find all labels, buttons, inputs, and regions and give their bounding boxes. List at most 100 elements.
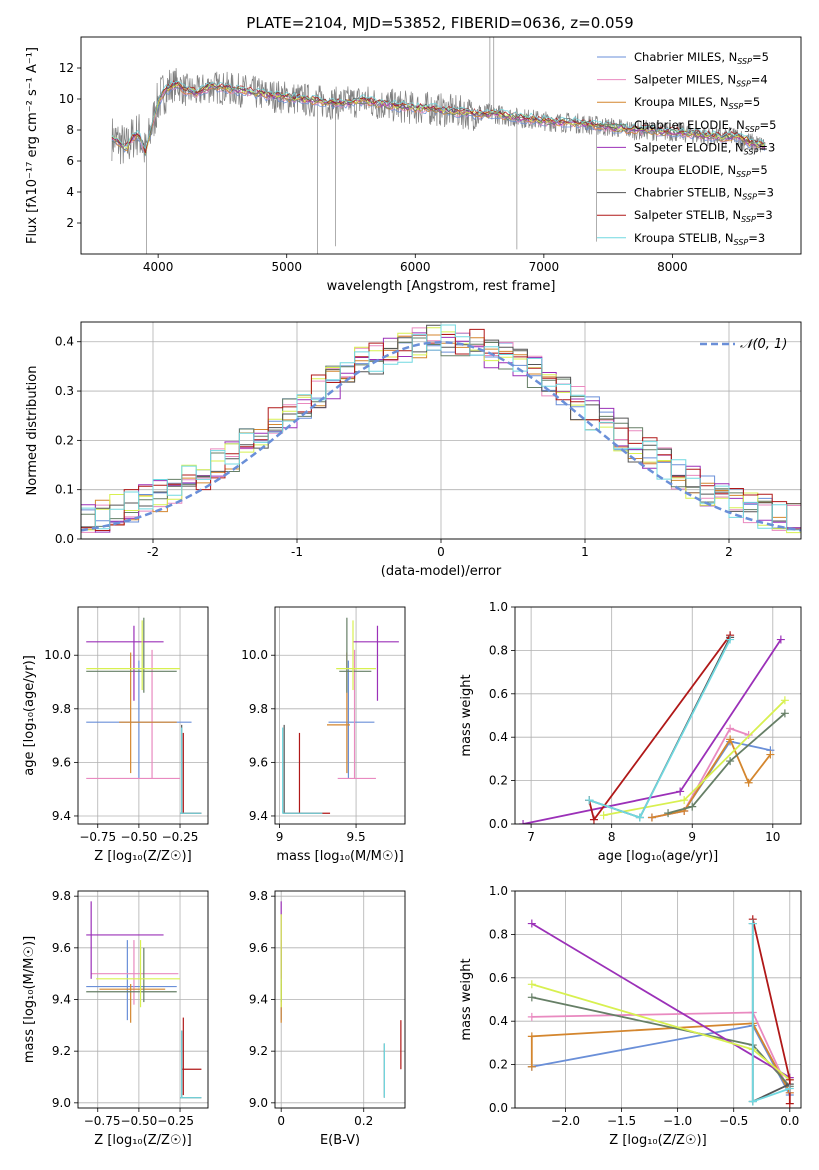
legend-entry: 𝒩(0, 1) xyxy=(740,337,787,352)
x-tick-label: −2.0 xyxy=(551,1114,580,1128)
y-tick-label: 0.0 xyxy=(489,817,508,831)
y-tick-label: 9.6 xyxy=(52,941,71,955)
mass-weight-point xyxy=(589,815,598,824)
legend-entry-tail: =5 xyxy=(752,50,769,64)
x-axis-label: mass [log₁₀(M/M☉)] xyxy=(276,849,403,864)
x-tick-label: -1 xyxy=(291,545,303,559)
mass-weight-point xyxy=(527,919,536,928)
y-tick-label: 9.6 xyxy=(249,755,268,769)
mass-weight-point xyxy=(676,787,685,796)
x-tick-label: 2 xyxy=(725,545,733,559)
legend-entry-main: Kroupa STELIB, N xyxy=(634,231,734,245)
legend-entry-main: Salpeter MILES, N xyxy=(634,73,736,87)
y-tick-label: 6 xyxy=(66,154,74,168)
mass-weight-point xyxy=(599,811,608,820)
y-tick-label: 10 xyxy=(59,92,74,106)
mass-weight-point xyxy=(776,635,785,644)
legend-entry-tail: =5 xyxy=(760,118,777,132)
chart-age-vs-Z: −0.75 −0.50 −0.25 9.4 9.6 9.8 10.0 Z [log₁₀(Z/Z… xyxy=(22,606,209,864)
x-tick-label: 9 xyxy=(688,830,696,844)
age-vs-mass-data xyxy=(282,617,399,814)
y-tick-label: 0.1 xyxy=(55,483,74,497)
y-tick-label: 12 xyxy=(59,61,74,75)
axes-frame xyxy=(80,321,802,540)
axes-frame xyxy=(77,890,209,1109)
legend-entry: Salpeter MILES, NSSP=4 xyxy=(634,73,768,89)
x-tick-label: 10 xyxy=(765,830,780,844)
legend-entry-tail: =3 xyxy=(748,231,765,245)
y-tick-label: 9.4 xyxy=(249,809,268,823)
x-axis-label: wavelength [Angstrom, rest frame] xyxy=(327,279,556,294)
y-tick-label: 0.0 xyxy=(489,1101,508,1115)
mass-weight-vs-age-data xyxy=(519,631,789,824)
mass-weight-point xyxy=(688,802,697,811)
y-tick-label: 0.2 xyxy=(55,433,74,447)
y-axis-label: mass [log₁₀(M/M☉)] xyxy=(22,936,37,1063)
x-tick-label: 8 xyxy=(608,830,616,844)
legend-entry: Kroupa ELODIE, NSSP=5 xyxy=(634,163,768,179)
legend-entry-main: Chabrier ELODIE, N xyxy=(634,118,745,132)
mass-weight-point xyxy=(780,709,789,718)
y-tick-label: 9.6 xyxy=(249,941,268,955)
x-tick-label: −0.5 xyxy=(719,1114,748,1128)
mass-weight-line xyxy=(530,1022,791,1094)
mass-weight-line xyxy=(667,712,786,814)
legend-entry-sub: SSP xyxy=(737,57,752,66)
y-tick-label: 1.0 xyxy=(489,884,508,898)
legend-entry: Kroupa STELIB, NSSP=3 xyxy=(634,231,765,247)
mass-weight-point xyxy=(785,1084,794,1093)
mass-weight-point xyxy=(647,813,656,822)
gaussian-reference-curve xyxy=(81,340,801,532)
y-tick-label: 0.4 xyxy=(489,730,508,744)
chart-mass-weight-vs-age: 7 8 9 10 0.0 0.2 0.4 0.6 0.8 1.0 age [log₁₀(age/yr… xyxy=(459,600,802,864)
x-axis-label: (data-model)/error xyxy=(381,564,502,579)
x-tick-label: −0.50 xyxy=(120,830,157,844)
legend-entry-main: Chabrier MILES, N xyxy=(634,50,737,64)
spectrum-data xyxy=(111,37,766,254)
y-tick-label: 9.4 xyxy=(249,993,268,1007)
legend-entry-sub: SSP xyxy=(741,215,756,224)
legend-entry-sub: SSP xyxy=(744,147,759,156)
axes-frame xyxy=(514,606,802,825)
mass-weight-point xyxy=(635,813,644,822)
legend-entry-main: Kroupa ELODIE, N xyxy=(634,163,736,177)
y-tick-label: 0.8 xyxy=(489,643,508,657)
y-tick-label: 9.0 xyxy=(249,1096,268,1110)
y-tick-label: 9.8 xyxy=(249,702,268,716)
y-axis-label: Normed distribution xyxy=(25,366,40,496)
legend-entry-tail: =5 xyxy=(743,95,760,109)
legend-entry-sub: SSP xyxy=(736,80,751,89)
legend-entry: Salpeter STELIB, NSSP=3 xyxy=(634,208,773,224)
legend-entry-tail: =3 xyxy=(758,140,775,154)
mass-weight-point xyxy=(744,778,753,787)
x-axis-label: E(B-V) xyxy=(320,1133,360,1148)
chart-mass-vs-ebv: 0 0.2 9.0 9.2 9.4 9.6 9.8 E(B-V) xyxy=(249,889,406,1148)
mass-weight-point xyxy=(748,919,757,928)
x-tick-label: 0 xyxy=(277,1114,285,1128)
mass-weight-point xyxy=(519,820,528,824)
x-tick-label: 5000 xyxy=(271,260,302,274)
mass-weight-point xyxy=(527,1032,536,1041)
y-tick-label: 9.8 xyxy=(249,889,268,903)
mass-weight-point xyxy=(527,1012,536,1021)
y-tick-label: 0.8 xyxy=(489,927,508,941)
y-tick-label: 2 xyxy=(66,216,74,230)
y-tick-label: 0.3 xyxy=(55,384,74,398)
y-tick-label: 10.0 xyxy=(241,648,268,662)
y-tick-label: 0.6 xyxy=(489,971,508,985)
legend-entry-main: Salpeter ELODIE, N xyxy=(634,140,744,154)
mass-vs-Z-data xyxy=(86,901,202,1099)
y-tick-label: 10.0 xyxy=(44,648,71,662)
mass-weight-point xyxy=(664,809,673,818)
x-tick-label: −1.0 xyxy=(663,1114,692,1128)
y-tick-label: 4 xyxy=(66,185,74,199)
y-tick-label: 0.2 xyxy=(489,1058,508,1072)
legend-entry: Chabrier MILES, NSSP=5 xyxy=(634,50,769,66)
mass-weight-point xyxy=(726,724,735,733)
x-tick-label: 7 xyxy=(527,830,535,844)
x-tick-label: −0.75−0.50−0.25 xyxy=(84,1114,194,1128)
y-tick-label: 9.4 xyxy=(52,993,71,1007)
x-axis-label: age [log₁₀(age/yr)] xyxy=(598,849,719,864)
axes-frame xyxy=(77,606,209,825)
